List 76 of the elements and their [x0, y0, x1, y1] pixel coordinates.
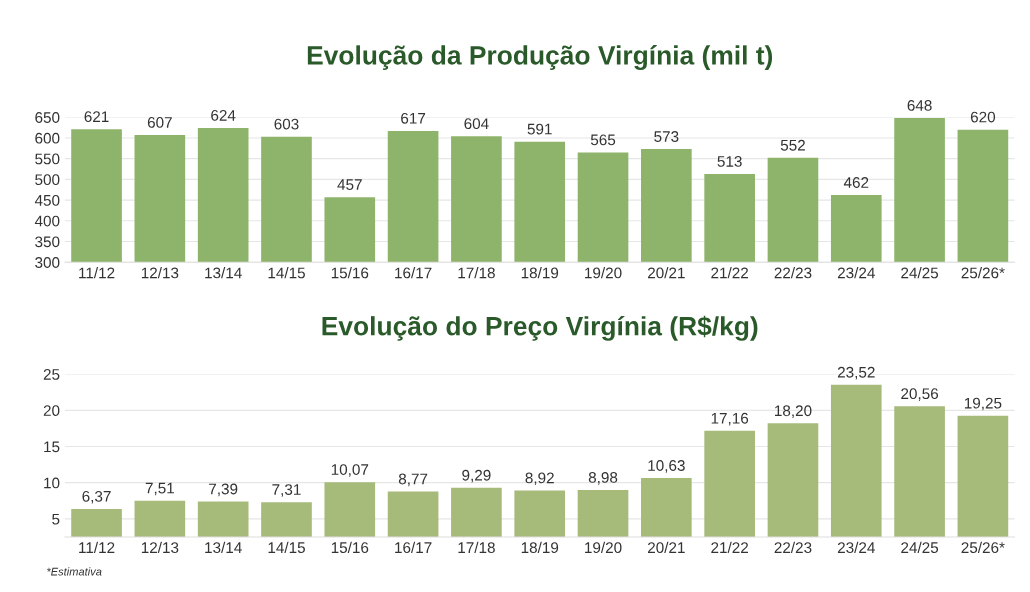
x-tick-label: 24/25 — [901, 541, 939, 554]
x-tick-label: 22/23 — [774, 267, 812, 279]
x-tick-label: 12/13 — [141, 541, 179, 554]
data-label: 18,20 — [775, 405, 812, 418]
x-tick-label: 19/20 — [585, 541, 622, 554]
y-tick-label: 350 — [35, 236, 60, 248]
data-label: 604 — [464, 118, 489, 130]
data-label: 607 — [147, 117, 172, 128]
data-label: 648 — [907, 100, 932, 111]
data-label: 8,92 — [525, 472, 554, 486]
data-label: 565 — [590, 134, 616, 146]
y-tick-label: 650 — [35, 112, 60, 123]
data-label: 552 — [780, 139, 805, 151]
y-tick-label: 450 — [34, 194, 60, 206]
y-tick-label: 550 — [35, 153, 60, 165]
x-tick-label: 23/24 — [837, 267, 875, 279]
data-label: 7,51 — [145, 482, 174, 496]
data-label: 10,07 — [331, 464, 369, 477]
x-tick-label: 21/22 — [711, 541, 748, 554]
data-label: 620 — [970, 111, 996, 123]
y-tick-label: 500 — [35, 174, 60, 186]
data-label: 9,29 — [462, 469, 491, 483]
x-tick-label: 24/25 — [901, 267, 939, 279]
x-tick-label: 13/14 — [205, 267, 242, 279]
data-label: 573 — [654, 131, 679, 142]
x-tick-label: 14/15 — [268, 541, 305, 554]
data-label: 7,31 — [272, 484, 301, 497]
x-tick-label: 18/19 — [521, 541, 559, 554]
y-tick-label: 300 — [35, 257, 60, 268]
text: *Estimativa — [47, 567, 102, 576]
y-tick-label: 15 — [44, 441, 60, 453]
data-label: 513 — [717, 155, 742, 167]
data-label: 621 — [84, 111, 109, 123]
x-tick-label: 23/24 — [837, 541, 875, 554]
x-tick-label: 13/14 — [205, 541, 242, 554]
x-tick-label: 17/18 — [458, 541, 495, 554]
x-tick-label: 25/26* — [961, 267, 1005, 279]
x-tick-label: 11/12 — [79, 541, 115, 554]
data-label: 617 — [401, 112, 426, 124]
x-tick-label: 16/17 — [395, 267, 432, 279]
x-tick-label: 20/21 — [648, 541, 685, 554]
y-tick-label: 400 — [34, 215, 60, 227]
x-tick-label: 21/22 — [711, 267, 748, 279]
x-tick-label: 19/20 — [585, 267, 622, 279]
x-tick-label: 22/23 — [774, 541, 812, 554]
y-tick-label: 600 — [35, 132, 60, 144]
data-label: 7,39 — [209, 483, 238, 497]
data-label: 17,16 — [711, 412, 749, 426]
x-tick-label: 11/12 — [79, 267, 115, 279]
data-label: 19,25 — [964, 397, 1002, 411]
chart-title: Evolução do Preço Virgínia (R$/kg) — [322, 315, 758, 341]
x-tick-label: 12/13 — [141, 267, 179, 279]
data-label: 603 — [274, 118, 299, 130]
y-tick-label: 20 — [43, 405, 60, 417]
data-label: 6,37 — [82, 490, 111, 504]
data-label: 10,63 — [648, 460, 685, 473]
data-label: 8,77 — [398, 473, 428, 487]
data-label: 591 — [527, 123, 552, 135]
data-label: 624 — [211, 109, 236, 121]
x-tick-label: 15/16 — [331, 541, 369, 554]
x-tick-label: 16/17 — [395, 541, 432, 554]
data-label: 462 — [843, 177, 869, 188]
x-tick-label: 14/15 — [268, 267, 305, 279]
y-tick-label: 5 — [52, 513, 60, 525]
chart-title: Evolução da Produção Virgínia (mil t) — [307, 45, 773, 71]
y-tick-label: 25 — [43, 369, 60, 380]
y-tick-label: 10 — [44, 477, 60, 489]
x-tick-label: 15/16 — [331, 267, 369, 279]
data-label: 8,98 — [588, 472, 618, 485]
x-tick-label: 20/21 — [648, 267, 685, 279]
data-label: 20,56 — [901, 388, 939, 401]
x-tick-label: 18/19 — [521, 267, 559, 279]
x-tick-label: 17/18 — [458, 267, 495, 279]
data-label: 457 — [337, 179, 362, 191]
data-label: 23,52 — [837, 366, 875, 380]
x-tick-label: 25/26* — [961, 541, 1005, 554]
